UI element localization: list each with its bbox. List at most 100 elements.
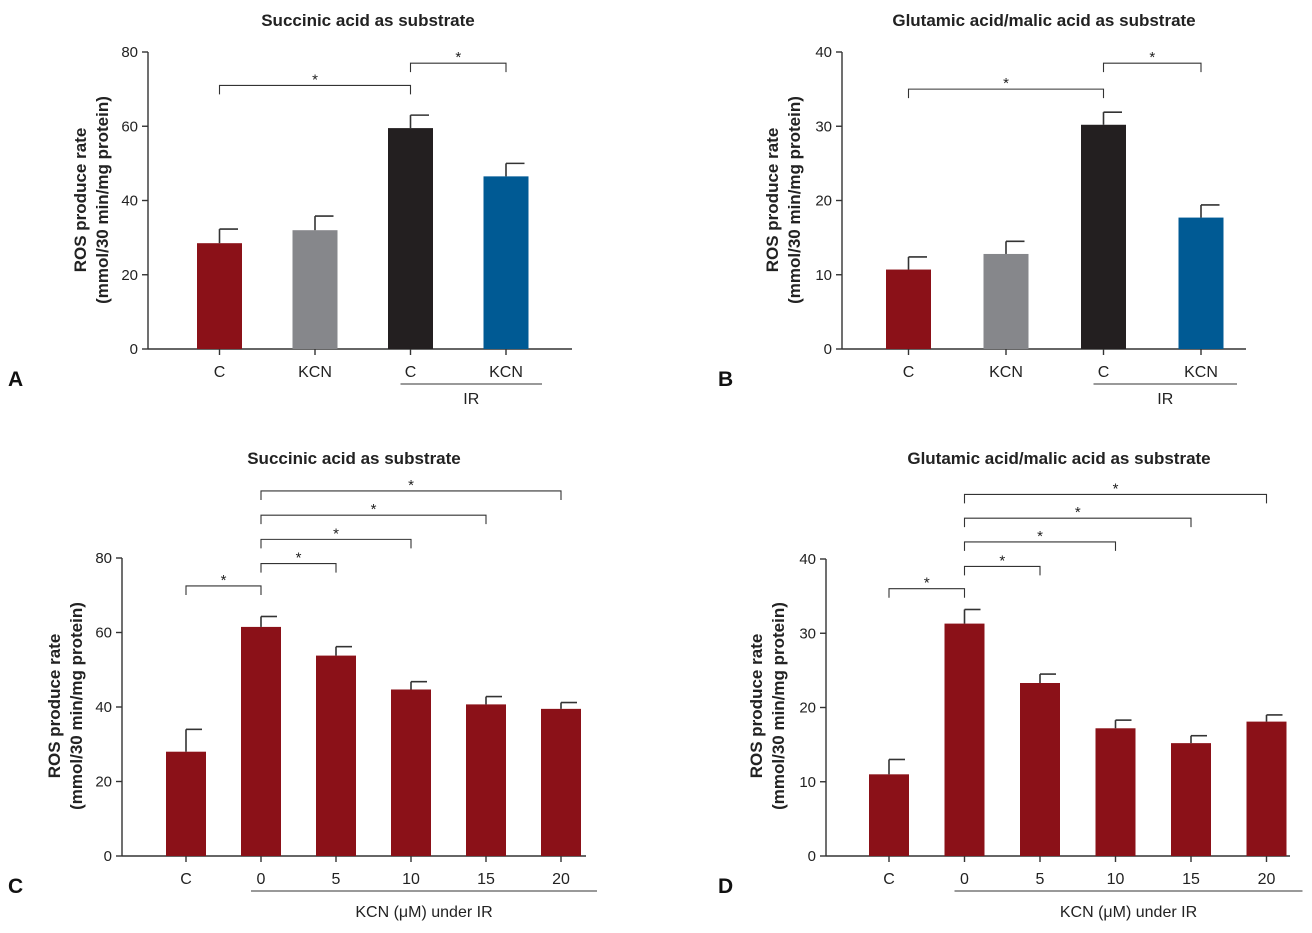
x-tick-label: C — [180, 871, 192, 888]
significance-star: * — [408, 477, 414, 494]
y-tick-label: 20 — [121, 267, 138, 284]
significance-bracket — [1102, 62, 1202, 73]
bar-4 — [466, 704, 506, 856]
significance-bracket — [963, 565, 1041, 576]
bar-3 — [483, 176, 529, 349]
chart-panel-c: C Succinic acid as substrate ROS produce r… — [8, 449, 597, 921]
y-tick-label: 10 — [815, 267, 832, 284]
y-axis-label-line: (mmol/30 min/mg protein) — [785, 96, 804, 304]
significance-star: * — [455, 49, 461, 66]
y-tick-label: 80 — [95, 550, 112, 567]
y-axis-label: ROS produce rate (mmol/30 min/mg protein) — [45, 602, 86, 810]
group-label: KCN (μM) under IR — [1060, 904, 1197, 921]
y-tick-label: 0 — [824, 341, 832, 358]
bar-3 — [1178, 217, 1224, 349]
y-axis-label-line: ROS produce rate — [747, 634, 766, 779]
bar-3 — [1095, 728, 1136, 856]
chart-title: Succinic acid as substrate — [261, 11, 475, 30]
bar-0 — [869, 774, 909, 856]
significance-star: * — [221, 572, 227, 589]
significance-star: * — [1149, 49, 1155, 66]
significance-star: * — [1113, 480, 1119, 497]
significance-bracket — [963, 517, 1192, 528]
x-tick-label: 0 — [960, 871, 969, 888]
significance-bracket — [185, 585, 262, 595]
x-tick-label: KCN — [489, 364, 523, 381]
bar-2 — [1020, 682, 1060, 856]
y-tick-label: 30 — [799, 625, 816, 642]
y-tick-label: 20 — [95, 774, 112, 791]
y-axis-label: ROS produce rate (mmol/30 min/mg protein) — [763, 96, 804, 304]
x-tick-label: C — [1098, 364, 1110, 381]
y-tick-label: 20 — [815, 193, 832, 210]
significance-bracket — [260, 514, 487, 525]
significance-bracket — [218, 84, 412, 95]
significance-bracket — [888, 588, 966, 598]
bar-1 — [241, 626, 281, 856]
chart-panel-b: B Glutamic acid/malic acid as substrate RO… — [718, 11, 1246, 408]
chart-title: Glutamic acid/malic acid as substrate — [892, 11, 1195, 30]
x-tick-label: 10 — [1107, 871, 1125, 888]
y-axis-label-line: (mmol/30 min/mg protein) — [769, 602, 788, 810]
panel-letter: B — [718, 368, 733, 391]
bar-2 — [1081, 124, 1126, 349]
bar-5 — [541, 708, 581, 856]
y-axis-label-line: (mmol/30 min/mg protein) — [67, 602, 86, 810]
y-tick-label: 40 — [815, 44, 832, 61]
x-tick-label: KCN — [1184, 364, 1218, 381]
y-tick-label: 30 — [815, 118, 832, 135]
x-tick-label: 15 — [477, 871, 495, 888]
bar-5 — [1246, 721, 1287, 856]
significance-bracket — [260, 563, 337, 573]
group-label: IR — [1157, 391, 1173, 408]
significance-bracket — [409, 62, 507, 73]
significance-star: * — [1003, 75, 1009, 92]
bar-1 — [944, 623, 985, 856]
group-label: KCN (μM) under IR — [355, 904, 492, 921]
x-tick-label: KCN — [298, 364, 332, 381]
bar-4 — [1171, 743, 1211, 856]
chart-title: Glutamic acid/malic acid as substrate — [907, 449, 1210, 468]
y-axis-label-line: ROS produce rate — [45, 634, 64, 779]
x-tick-label: 20 — [1258, 871, 1276, 888]
y-tick-label: 0 — [104, 848, 112, 865]
x-tick-label: 15 — [1182, 871, 1200, 888]
significance-star: * — [333, 525, 339, 542]
significance-star: * — [371, 501, 377, 518]
y-tick-label: 40 — [799, 551, 816, 568]
x-tick-label: 5 — [1036, 871, 1045, 888]
bar-0 — [166, 751, 206, 856]
y-tick-label: 0 — [808, 848, 816, 865]
x-tick-label: C — [883, 871, 895, 888]
significance-bracket — [907, 88, 1105, 99]
panel-letter: D — [718, 875, 733, 898]
y-tick-label: 0 — [130, 341, 138, 358]
chart-panel-a: A Succinic acid as substrate ROS produce r… — [8, 11, 572, 408]
panel-letter: A — [8, 368, 23, 391]
y-axis-label: ROS produce rate (mmol/30 min/mg protein) — [747, 602, 788, 810]
y-tick-label: 80 — [121, 44, 138, 61]
y-axis-label-line: (mmol/30 min/mg protein) — [93, 96, 112, 304]
y-tick-label: 40 — [95, 699, 112, 716]
y-tick-label: 40 — [121, 193, 138, 210]
significance-star: * — [296, 550, 302, 567]
significance-star: * — [999, 552, 1005, 569]
significance-star: * — [1037, 528, 1043, 545]
bar-0 — [197, 243, 242, 349]
bar-3 — [391, 689, 431, 856]
bar-1 — [983, 253, 1029, 349]
y-axis-label: ROS produce rate (mmol/30 min/mg protein) — [71, 96, 112, 304]
x-tick-label: 20 — [552, 871, 570, 888]
y-tick-label: 10 — [799, 774, 816, 791]
chart-panel-d: D Glutamic acid/malic acid as substrate RO… — [718, 449, 1303, 921]
panel-letter: C — [8, 875, 23, 898]
bar-2 — [388, 128, 433, 349]
significance-bracket — [260, 490, 562, 500]
significance-star: * — [1075, 504, 1081, 521]
y-axis-label-line: ROS produce rate — [763, 128, 782, 273]
x-tick-label: C — [903, 364, 915, 381]
x-tick-label: KCN — [989, 364, 1023, 381]
significance-star: * — [312, 71, 318, 88]
